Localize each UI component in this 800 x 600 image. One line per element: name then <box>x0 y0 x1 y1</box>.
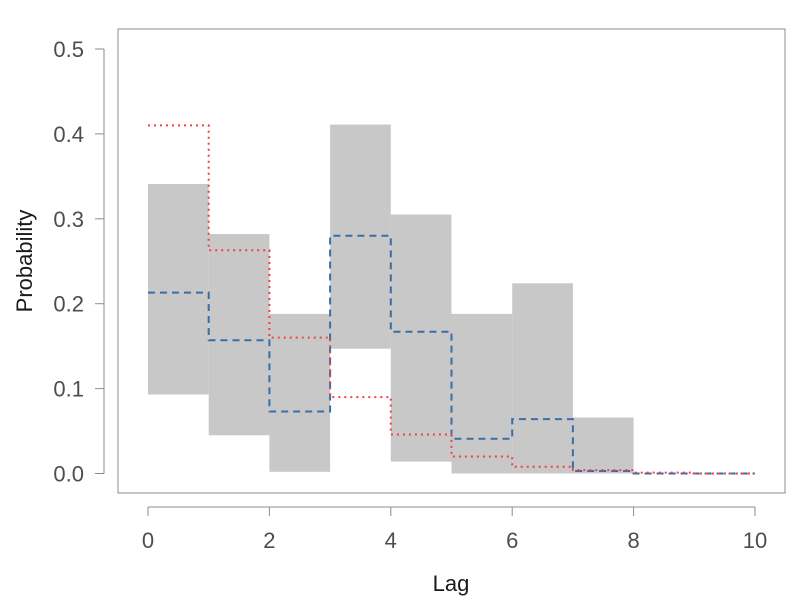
x-tick-label: 6 <box>506 528 518 553</box>
band-bin-4 <box>390 214 452 462</box>
y-axis: 0.0 0.1 0.2 0.3 0.4 0.5 <box>53 37 105 487</box>
x-tick-label: 2 <box>263 528 275 553</box>
y-tick-label: 0.5 <box>53 37 84 62</box>
x-axis-title: Lag <box>433 571 470 596</box>
y-tick-label: 0.3 <box>53 207 84 232</box>
x-tick-label: 4 <box>385 528 397 553</box>
series-layer <box>148 124 755 475</box>
dashed-step-line <box>148 234 755 475</box>
band-bin-0 <box>148 183 209 395</box>
y-tick-label: 0.4 <box>53 122 84 147</box>
x-axis: 0 2 4 6 8 10 <box>142 506 767 553</box>
x-tick-label: 10 <box>743 528 767 553</box>
band-bin-1 <box>208 234 270 436</box>
plot-frame <box>117 28 786 494</box>
y-tick-label: 0.1 <box>53 377 84 402</box>
x-tick-label: 0 <box>142 528 154 553</box>
band-bin-7 <box>572 417 634 474</box>
band-bin-2 <box>269 313 331 472</box>
confidence-band <box>148 124 634 474</box>
y-tick-label: 0.2 <box>53 292 84 317</box>
y-tick-label: 0.0 <box>53 462 84 487</box>
band-bin-6 <box>512 283 573 474</box>
x-tick-label: 8 <box>627 528 639 553</box>
y-axis-title: Probability <box>12 210 37 313</box>
band-bin-5 <box>451 313 513 474</box>
